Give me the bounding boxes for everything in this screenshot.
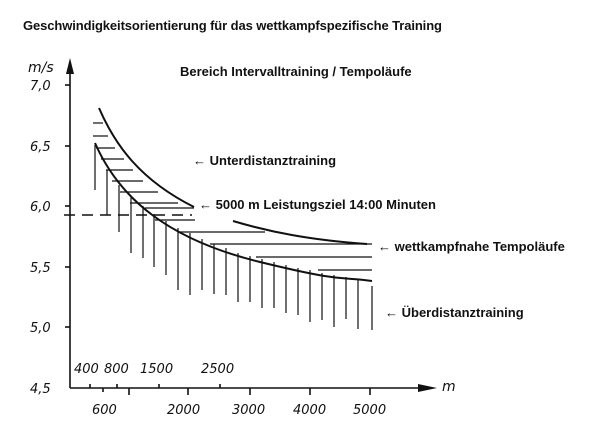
y-axis — [65, 58, 74, 388]
svg-text:4,5: 4,5 — [30, 382, 51, 397]
x-axis-unit: m — [442, 379, 456, 395]
svg-text:6,5: 6,5 — [30, 140, 51, 155]
race-pace-hatching — [178, 231, 372, 271]
svg-text:3000: 3000 — [232, 403, 265, 418]
under-distance-hatching — [93, 122, 195, 221]
annotation-over-distance: ← Überdistanztraining — [385, 305, 524, 320]
svg-text:2000: 2000 — [167, 403, 200, 418]
svg-text:2500: 2500 — [201, 362, 234, 377]
chart-title: Geschwindigkeitsorientierung für das wet… — [23, 18, 442, 33]
svg-text:1500: 1500 — [140, 362, 173, 377]
svg-text:5,0: 5,0 — [30, 321, 51, 336]
annotation-under-distance: ← Unterdistanztraining — [193, 153, 337, 168]
svg-text:400: 400 — [74, 362, 99, 377]
svg-text:5,5: 5,5 — [30, 261, 51, 276]
race-pace-upper-curve — [232, 220, 368, 245]
annotation-target: ← 5000 m Leistungsziel 14:00 Minuten — [199, 197, 436, 212]
y-axis-unit: m/s — [28, 60, 54, 76]
x-axis — [70, 384, 437, 395]
x-tick-labels-lower: 600 2000 3000 4000 5000 — [92, 403, 386, 418]
svg-text:7,0: 7,0 — [30, 79, 51, 94]
annotation-header: Bereich Intervalltraining / Tempoläufe — [180, 64, 412, 79]
svg-text:800: 800 — [104, 362, 129, 377]
over-distance-hatching — [94, 145, 373, 330]
under-distance-upper-curve — [98, 107, 195, 208]
svg-text:4000: 4000 — [293, 403, 326, 418]
lower-boundary-curve — [94, 142, 373, 282]
svg-text:6,0: 6,0 — [30, 200, 51, 215]
annotation-race-pace: ← wettkampfnahe Tempoläufe — [378, 239, 565, 254]
y-tick-labels: 7,0 6,5 6,0 5,5 5,0 4,5 — [30, 79, 51, 397]
svg-text:600: 600 — [92, 403, 117, 418]
x-tick-labels-upper: 400 800 1500 2500 — [74, 362, 234, 377]
svg-text:5000: 5000 — [353, 403, 386, 418]
